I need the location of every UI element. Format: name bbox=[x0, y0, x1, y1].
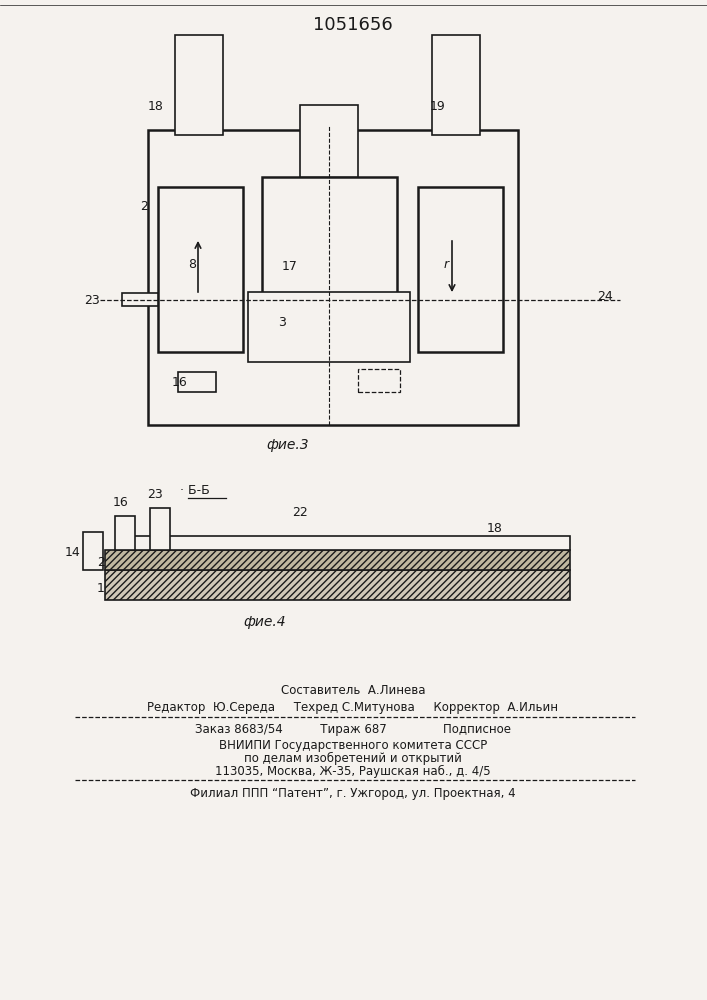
Text: 22: 22 bbox=[292, 506, 308, 518]
Text: по делам изобретений и открытий: по делам изобретений и открытий bbox=[244, 751, 462, 765]
Bar bbox=[83, 532, 103, 570]
Text: фие.4: фие.4 bbox=[244, 615, 286, 629]
Text: r: r bbox=[444, 258, 449, 271]
Text: 18: 18 bbox=[487, 522, 503, 534]
Bar bbox=[248, 292, 410, 362]
Text: 19: 19 bbox=[430, 101, 445, 113]
Bar bbox=[175, 35, 223, 135]
Bar bbox=[148, 130, 518, 425]
Text: 1051656: 1051656 bbox=[313, 16, 393, 34]
Bar bbox=[105, 570, 570, 600]
Text: 113035, Москва, Ж-35, Раушская наб., д. 4/5: 113035, Москва, Ж-35, Раушская наб., д. … bbox=[215, 764, 491, 778]
Bar bbox=[130, 536, 570, 550]
Bar bbox=[115, 516, 135, 550]
Text: 14: 14 bbox=[65, 546, 81, 558]
Text: 8: 8 bbox=[188, 258, 196, 271]
Text: фие.3: фие.3 bbox=[267, 438, 309, 452]
Text: 16: 16 bbox=[113, 495, 129, 508]
Bar bbox=[122, 293, 158, 306]
Text: · Б-Б: · Б-Б bbox=[180, 484, 210, 496]
Bar bbox=[150, 508, 170, 550]
Bar bbox=[262, 177, 397, 302]
Text: Филиал ППП “Патент”, г. Ужгород, ул. Проектная, 4: Филиал ППП “Патент”, г. Ужгород, ул. Про… bbox=[190, 786, 516, 800]
Text: 18: 18 bbox=[148, 101, 164, 113]
Bar bbox=[432, 35, 480, 135]
Text: ВНИИПИ Государственного комитета СССР: ВНИИПИ Государственного комитета СССР bbox=[219, 738, 487, 752]
Text: 23: 23 bbox=[84, 294, 100, 306]
Text: 17: 17 bbox=[282, 260, 298, 273]
Bar bbox=[300, 105, 358, 177]
Text: 2: 2 bbox=[97, 556, 105, 568]
Text: 16: 16 bbox=[172, 375, 188, 388]
Text: 23: 23 bbox=[147, 488, 163, 500]
Text: 24: 24 bbox=[597, 290, 613, 302]
Bar bbox=[158, 187, 243, 352]
Text: Заказ 8683/54          Тираж 687               Подписное: Заказ 8683/54 Тираж 687 Подписное bbox=[195, 724, 511, 736]
Bar bbox=[178, 372, 216, 392]
Bar bbox=[105, 550, 570, 570]
Text: Редактор  Ю.Середа     Техред С.Митунова     Корректор  А.Ильин: Редактор Ю.Середа Техред С.Митунова Корр… bbox=[148, 700, 559, 714]
Text: Составитель  А.Линева: Составитель А.Линева bbox=[281, 684, 425, 696]
Bar bbox=[358, 369, 400, 392]
Text: 1: 1 bbox=[97, 582, 105, 594]
Bar bbox=[418, 187, 503, 352]
Text: 2: 2 bbox=[140, 200, 148, 214]
Text: 3: 3 bbox=[278, 316, 286, 328]
